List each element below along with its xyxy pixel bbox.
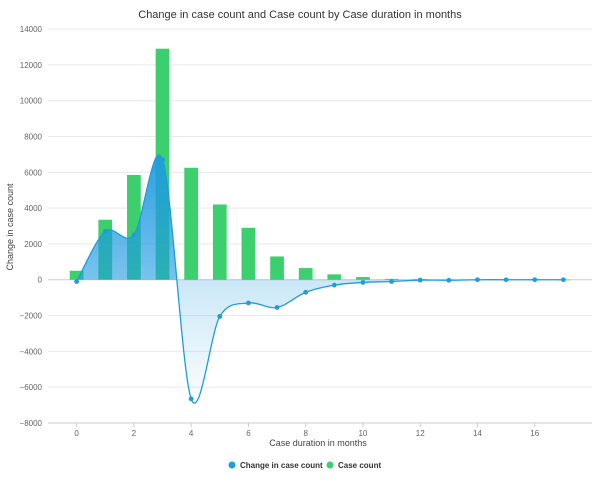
- change-area-positive: [76, 155, 564, 280]
- y-axis-title: Change in case count: [5, 183, 15, 271]
- y-tick-label: −6000: [20, 383, 43, 392]
- legend-item-change[interactable]: Change in case count: [228, 461, 324, 470]
- y-tick-label: 10000: [20, 97, 43, 106]
- change-point[interactable]: [417, 277, 423, 283]
- x-tick-label: 4: [189, 429, 194, 438]
- change-point[interactable]: [246, 300, 251, 306]
- change-point[interactable]: [188, 396, 194, 402]
- x-tick-label: 6: [246, 429, 251, 438]
- x-tick-label: 14: [473, 429, 482, 438]
- legend-marker-change: [228, 461, 236, 469]
- y-tick-label: 14000: [20, 25, 43, 34]
- y-tick-label: 8000: [24, 132, 42, 141]
- case-count-bar[interactable]: [212, 204, 227, 280]
- change-point[interactable]: [102, 228, 108, 234]
- case-count-bar[interactable]: [241, 227, 256, 280]
- area-series: [76, 154, 564, 404]
- y-tick-label: 2000: [24, 240, 42, 249]
- y-tick-label: 0: [38, 276, 43, 285]
- x-tick-label: 2: [132, 429, 137, 438]
- x-tick-label: 10: [358, 429, 367, 438]
- chart-title: Change in case count and Case count by C…: [138, 9, 462, 21]
- change-point[interactable]: [74, 279, 80, 284]
- change-point[interactable]: [446, 277, 452, 283]
- legend-label-change: Change in case count: [240, 461, 323, 470]
- x-tick-label: 12: [416, 429, 425, 438]
- case-count-bar[interactable]: [327, 274, 342, 280]
- y-tick-label: −8000: [20, 419, 43, 428]
- y-tick-label: −4000: [20, 347, 43, 356]
- y-tick-label: 4000: [24, 204, 42, 213]
- change-area-negative: [76, 279, 478, 403]
- y-tick-label: −2000: [20, 312, 43, 321]
- legend-item-case-count[interactable]: Case count: [326, 461, 382, 470]
- change-point[interactable]: [532, 277, 538, 283]
- legend-marker-case-count: [326, 461, 334, 469]
- case-count-bar[interactable]: [356, 277, 370, 280]
- change-point[interactable]: [160, 157, 165, 163]
- change-point[interactable]: [475, 277, 480, 283]
- change-point[interactable]: [274, 305, 280, 310]
- point-series: [74, 157, 566, 402]
- change-point[interactable]: [389, 279, 394, 284]
- y-tick-label: 12000: [20, 61, 43, 70]
- change-point[interactable]: [331, 282, 337, 288]
- change-point[interactable]: [503, 277, 509, 283]
- change-point[interactable]: [560, 277, 566, 283]
- legend-label-case-count: Case count: [338, 461, 381, 470]
- x-tick-label: 8: [303, 429, 308, 438]
- x-axis-ticks: 0 2 4 6 8 10 12 14 16: [74, 423, 540, 438]
- change-point[interactable]: [360, 280, 366, 285]
- change-point[interactable]: [303, 289, 309, 295]
- x-tick-label: 0: [74, 429, 79, 438]
- y-tick-label: 6000: [24, 168, 42, 177]
- y-axis-ticks: −8000 −6000 −4000 −2000 0 2000 4000 6000 8000 100…: [20, 25, 43, 428]
- case-count-bar[interactable]: [270, 256, 284, 280]
- x-tick-label: 16: [530, 429, 539, 438]
- x-axis-title: Case duration in months: [269, 438, 367, 448]
- change-point[interactable]: [131, 232, 137, 238]
- legend: Change in case count Case count: [228, 461, 382, 470]
- case-count-bar[interactable]: [298, 268, 313, 280]
- change-point[interactable]: [217, 314, 223, 319]
- case-count-bar[interactable]: [69, 270, 84, 280]
- case-count-bar[interactable]: [184, 167, 199, 280]
